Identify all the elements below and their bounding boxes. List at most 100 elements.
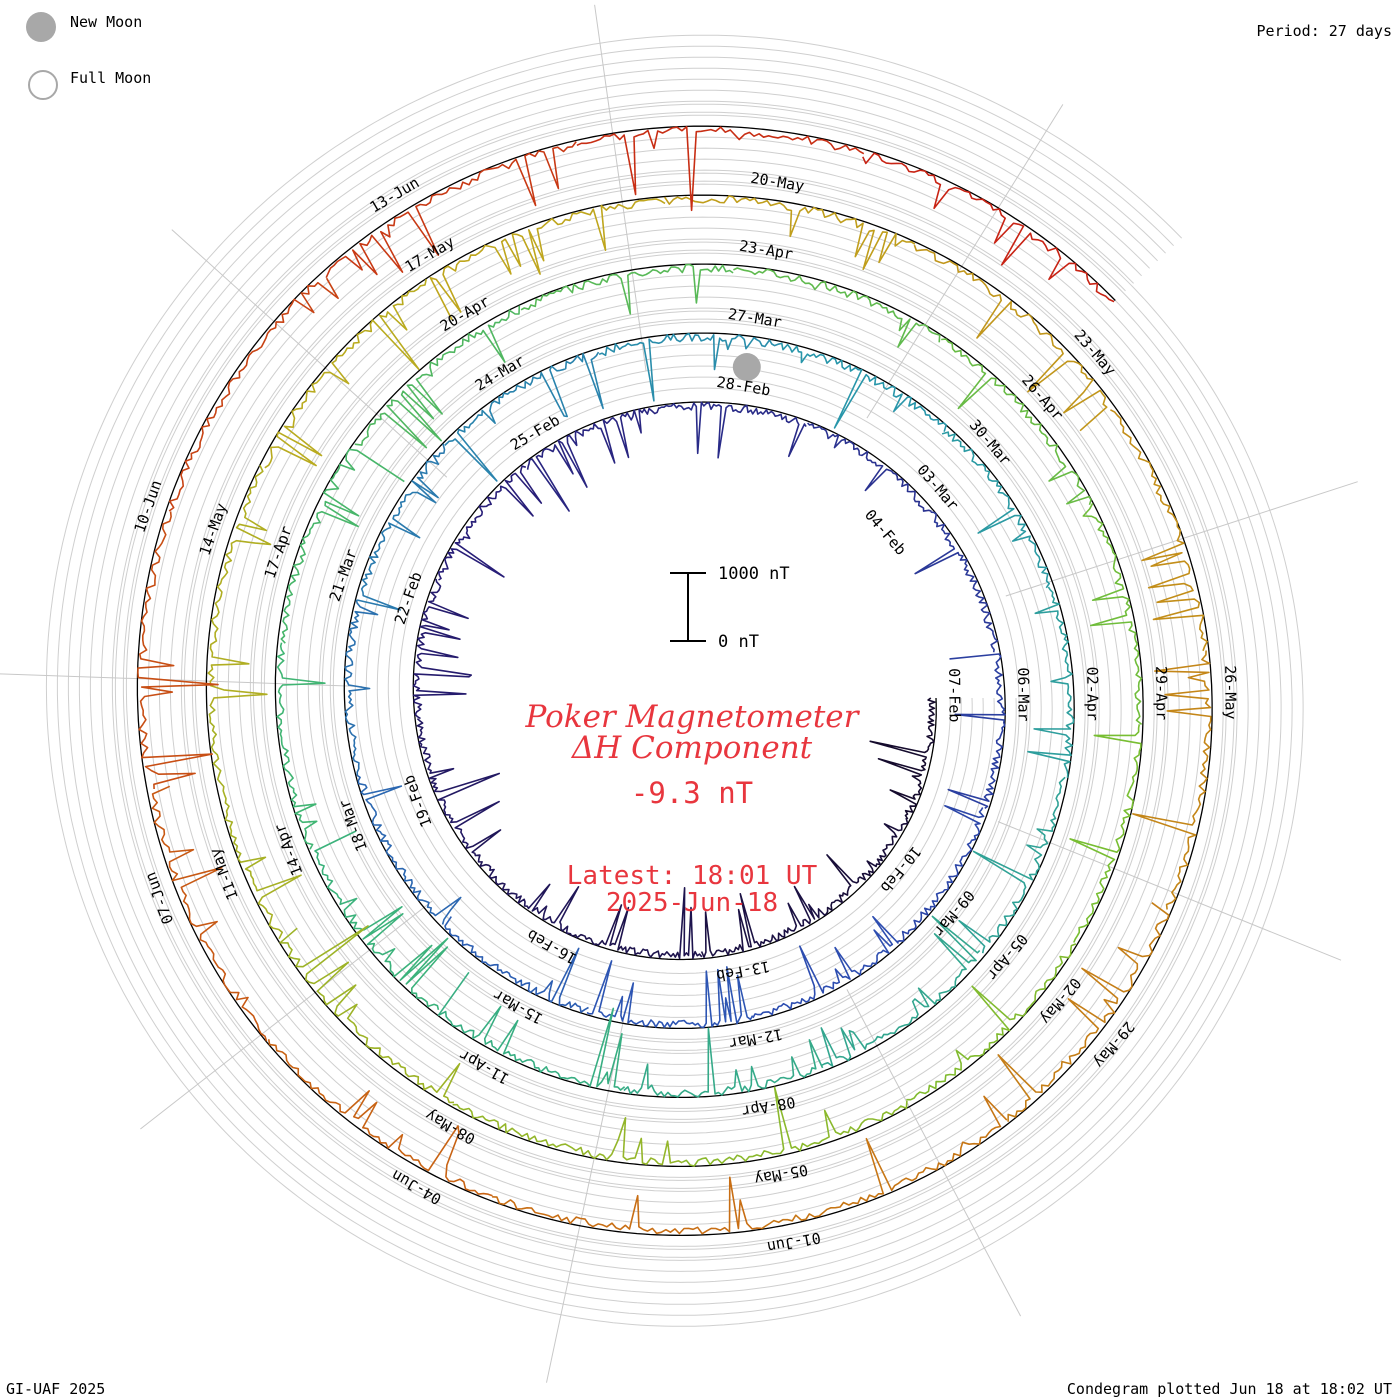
plotted-timestamp: Condegram plotted Jun 18 at 18:02 UT [1066,1380,1392,1398]
trace-segment [267,1039,493,1197]
date-label: 12-Mar [728,1025,785,1053]
date-label: 20-Apr [437,292,493,335]
trace-segment [658,401,807,459]
radial-spoke-5 [546,1020,624,1383]
scale-bottom-label: 0 nT [718,632,759,652]
trace-segment [760,1095,1008,1230]
trace-segment [437,465,543,581]
trace-segment [279,925,461,1104]
trace-segment [1027,586,1075,778]
date-label: 23-May [1071,326,1120,379]
trace-segment [869,697,936,820]
date-label: 05-Apr [983,930,1031,983]
trace-segment [997,902,1170,1122]
date-label: 21-Mar [326,547,361,604]
baseline-spiral [136,125,1213,1237]
trace-segment [623,1027,824,1098]
trace-segment [452,1103,683,1166]
guide-spiral-6 [56,45,1293,1316]
new-moon-legend-label: New Moon [70,13,143,31]
trace-segment [264,278,427,469]
date-label: 16-Feb [524,925,580,967]
trace-segment [681,1086,908,1167]
trace-segment [207,464,272,707]
trace-segment [208,705,302,940]
trace-segment [941,431,1050,589]
trace-segment [598,332,782,402]
radial-spoke-1 [866,104,1064,419]
date-label: 07-Feb [945,668,964,722]
radial-spoke-4 [846,989,1022,1317]
date-label: 08-Apr [740,1093,797,1121]
date-label: 04-Jun [388,1166,444,1208]
trace-segment [1069,724,1142,943]
trace-layer [137,125,1212,1235]
full-moon-legend-icon [28,70,58,100]
trace-segment [700,885,826,958]
scale-bar: 1000 nT 0 nT [670,564,790,652]
trace-segment [941,338,1092,506]
trace-segment [280,448,405,644]
new-moon-marker [732,353,761,381]
trace-segment [416,718,500,849]
trace-segment [807,422,932,513]
trace-segment [151,785,268,1042]
trace-segment [752,915,900,1019]
date-label: 02-May [1036,974,1084,1027]
guide-spiral-3 [89,78,1260,1283]
trace-segment [733,267,941,348]
trace-segment [664,195,916,271]
trace-segment [344,599,379,776]
guide-spiral-0 [122,111,1227,1250]
chart-subtitle: ΔH Component [571,730,813,766]
date-label: 20-May [749,169,805,196]
trace-segment [356,774,462,925]
date-label: 17-May [402,233,458,276]
credit-label: GI-UAF 2025 [6,1380,106,1398]
trace-segment [780,342,947,432]
trace-segment [906,943,1077,1101]
radial-spoke-0 [594,4,647,372]
trace-segment [1082,502,1143,726]
trace-segment [325,141,577,279]
date-label: 06-Mar [1014,667,1033,721]
trace-segment [896,805,985,943]
scale-top-label: 1000 nT [718,564,790,584]
trace-segment [913,244,1108,432]
trace-segment [824,817,909,916]
date-label: 23-Apr [738,237,794,264]
date-label: 10-Jun [131,478,166,535]
radial-spoke-6 [140,900,433,1130]
chart-title: Poker Magnetometer [525,699,861,735]
trace-segment [586,960,754,1029]
trace-segment [356,443,446,611]
trace-segment [947,653,1006,809]
full-moon-legend-label: Full Moon [70,69,152,87]
date-label: 26-May [1221,665,1240,719]
trace-segment [465,829,580,935]
trace-segment [444,351,604,482]
radial-spoke-8 [171,229,448,478]
trace-segment [526,407,660,512]
date-label: 13-Jun [367,173,423,216]
trace-segment [444,916,589,1013]
trace-segment [412,578,472,720]
current-value: -9.3 nT [631,776,753,810]
trace-segment [520,263,734,315]
trace-segment [437,971,626,1091]
trace-segment [914,511,999,653]
trace-segment [958,776,1066,954]
date-label: 24-Mar [472,352,528,395]
trace-segment [354,305,521,449]
trace-segment [314,830,449,1010]
trace-segment [429,198,666,321]
new-moon-legend-icon [26,12,56,42]
date-label: 02-Apr [1083,667,1102,721]
trace-segment [820,915,981,1067]
baseline-layer [136,125,1213,1237]
trace-segment [862,152,1115,303]
trace-segment [570,887,703,960]
date-label: 29-Apr [1152,666,1171,720]
date-label: 04-Feb [861,506,910,559]
trace-segment [276,642,326,850]
